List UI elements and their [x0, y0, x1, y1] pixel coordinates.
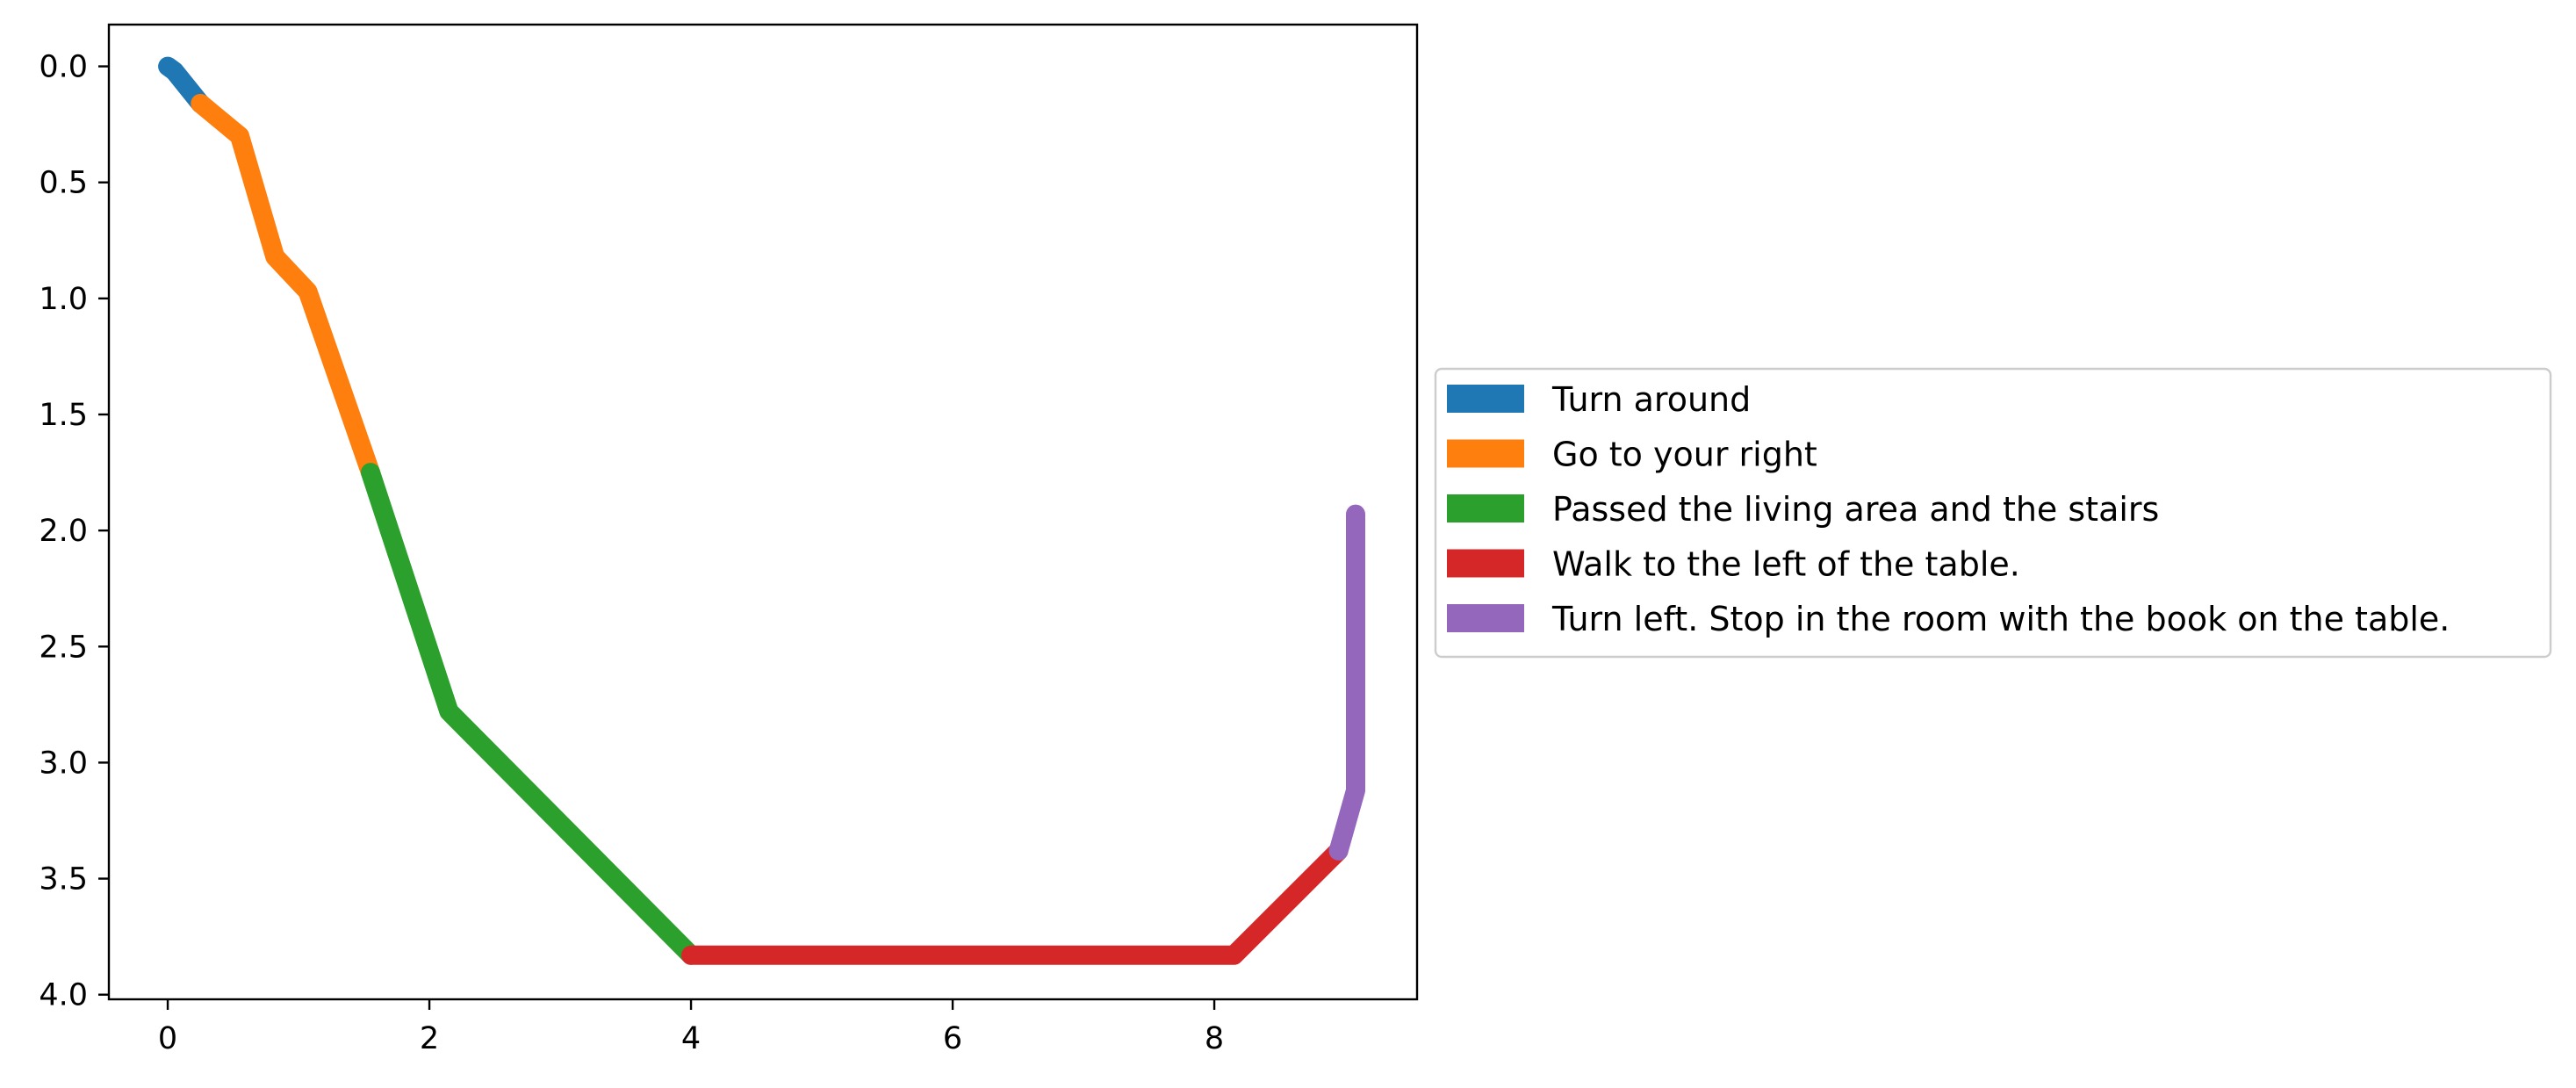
y-tick-label: 1.0 — [39, 282, 88, 317]
legend-frame — [1434, 367, 2552, 659]
y-tick-label: 1.5 — [39, 398, 88, 433]
series-line-5 — [1328, 504, 1365, 861]
legend-label-4: Walk to the left of the table. — [1552, 545, 2020, 584]
legend-label-5: Turn left. Stop in the room with the boo… — [1551, 600, 2450, 638]
series-line-3 — [361, 463, 701, 965]
series-line-1 — [158, 56, 211, 113]
legend-swatch-5 — [1447, 604, 1524, 632]
legend-items: Turn around Go to your right Passed the li… — [1447, 380, 2450, 638]
legend-swatch-4 — [1447, 549, 1524, 578]
series-line-4 — [681, 840, 1349, 965]
y-tick-label: 3.0 — [39, 746, 88, 781]
y-axis: 0.0 0.5 1.0 1.5 2.0 2.5 3.0 3.5 4.0 — [39, 50, 109, 1013]
series-layer — [158, 56, 1365, 965]
x-tick-label: 4 — [681, 1021, 701, 1056]
y-tick-label: 0.5 — [39, 166, 88, 201]
y-tick-label: 0.0 — [39, 50, 88, 85]
y-tick-label: 4.0 — [39, 978, 88, 1013]
y-tick-label: 2.5 — [39, 630, 88, 665]
legend-label-1: Turn around — [1551, 380, 1751, 419]
legend-label-3: Passed the living area and the stairs — [1552, 490, 2159, 529]
x-tick-label: 8 — [1205, 1021, 1224, 1056]
legend-swatch-3 — [1447, 494, 1524, 522]
legend-swatch-1 — [1447, 385, 1524, 413]
plot-background — [109, 25, 1417, 999]
x-tick-label: 6 — [943, 1021, 962, 1056]
plot-frame — [107, 23, 1419, 1001]
series-line-2 — [191, 93, 380, 483]
x-axis: 0 2 4 6 8 — [158, 999, 1224, 1056]
x-tick-label: 0 — [158, 1021, 177, 1056]
y-tick-label: 2.0 — [39, 514, 88, 549]
legend: Turn around Go to your right Passed the li… — [1434, 367, 2552, 659]
x-tick-label: 2 — [420, 1021, 439, 1056]
legend-label-2: Go to your right — [1552, 436, 1817, 474]
y-tick-label: 3.5 — [39, 862, 88, 897]
legend-swatch-2 — [1447, 439, 1524, 468]
